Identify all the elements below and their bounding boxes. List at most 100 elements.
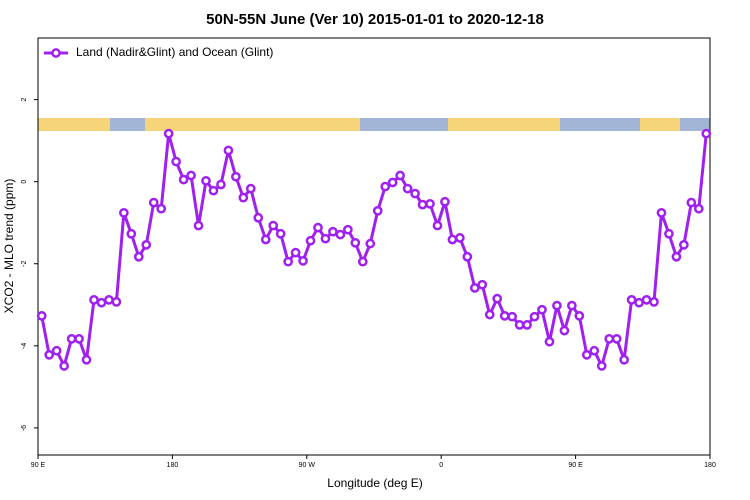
x-axis-label: Longitude (deg E) [327, 476, 422, 490]
data-point [343, 224, 353, 235]
data-point [81, 354, 92, 365]
x-tick-label: 90 E [568, 462, 583, 469]
data-point [313, 222, 323, 233]
data-point [567, 300, 577, 311]
data-point [171, 156, 181, 167]
ocean-band [38, 118, 710, 131]
data-point [51, 345, 62, 356]
data-point [626, 295, 637, 305]
data-point [634, 297, 644, 308]
data-point [611, 333, 622, 344]
data-point [477, 279, 488, 290]
chart-title: 50N-55N June (Ver 10) 2015-01-01 to 2020… [206, 11, 544, 28]
data-point [133, 251, 144, 262]
y-tick-label: 0 [21, 180, 28, 184]
data-point [387, 177, 398, 188]
data-point [507, 311, 517, 322]
data-point [402, 183, 413, 194]
data-point [693, 203, 704, 214]
data-point [596, 361, 607, 371]
data-point [290, 247, 301, 258]
data-point [328, 226, 338, 237]
data-point [223, 145, 234, 156]
y-axis-label: XCO2 - MLO trend (ppm) [2, 179, 16, 314]
land-band [38, 118, 110, 131]
data-point [484, 309, 495, 320]
data-point [447, 234, 458, 245]
data-point [522, 320, 532, 330]
data-point [208, 185, 219, 196]
data-point [148, 197, 159, 208]
y-tick-label: -2 [21, 261, 28, 267]
x-tick-label: 0 [439, 462, 443, 469]
data-point [74, 333, 84, 344]
data-point [119, 207, 129, 218]
land-mask-band [38, 118, 710, 131]
data-point [268, 220, 279, 231]
data-point [238, 192, 249, 203]
data-point [335, 229, 346, 240]
plot-frame [37, 37, 711, 456]
data-point [664, 228, 674, 239]
data-point [499, 311, 510, 321]
data-point [365, 238, 376, 249]
data-point [357, 256, 368, 267]
data-point [619, 354, 629, 365]
data-point [395, 170, 405, 181]
data-point [679, 240, 689, 250]
data-point [260, 234, 271, 245]
data-point [514, 320, 525, 330]
data-point [440, 196, 450, 207]
y-tick-label: -4 [21, 343, 28, 349]
data-point [529, 311, 540, 322]
data-point [656, 207, 667, 218]
data-point [186, 170, 196, 181]
data-point [581, 350, 592, 360]
data-point [156, 203, 167, 214]
data-point [589, 345, 600, 356]
x-tick-label: 90 W [299, 462, 316, 469]
data-point [201, 175, 211, 186]
data-point [141, 240, 152, 250]
data-point [96, 297, 107, 308]
data-point [66, 333, 77, 344]
legend-marker [51, 48, 61, 58]
y-tick-label: 2 [21, 98, 28, 102]
y-tick-label: -6 [21, 425, 28, 431]
data-point [492, 293, 503, 304]
data-point [380, 181, 391, 192]
data-point [36, 311, 47, 321]
land-band [145, 118, 360, 131]
x-tick-label: 90 E [31, 462, 46, 469]
data-point [410, 188, 420, 199]
data-point [298, 256, 308, 266]
data-point [104, 295, 114, 305]
data-point [111, 297, 122, 307]
data-point [641, 295, 652, 305]
data-point [559, 325, 570, 336]
data-point [604, 333, 615, 344]
data-point [701, 128, 712, 139]
land-band [640, 118, 680, 131]
data-point [275, 228, 286, 239]
data-point [253, 212, 264, 223]
x-tick-label: 180 [704, 462, 716, 469]
data-point [350, 237, 361, 248]
legend-label: Land (Nadir&Glint) and Ocean (Glint) [76, 45, 273, 59]
data-point [59, 361, 69, 371]
data-point [686, 197, 697, 208]
data-point [193, 220, 204, 231]
data-point [44, 350, 55, 360]
data-point [231, 171, 241, 182]
data-point [537, 304, 547, 315]
data-point [178, 174, 189, 185]
data-point [462, 251, 473, 262]
data-point [455, 233, 465, 243]
data-point [126, 228, 137, 239]
data-point [544, 336, 555, 347]
land-band [448, 118, 560, 131]
data-point [283, 256, 293, 267]
data-point [245, 183, 256, 194]
